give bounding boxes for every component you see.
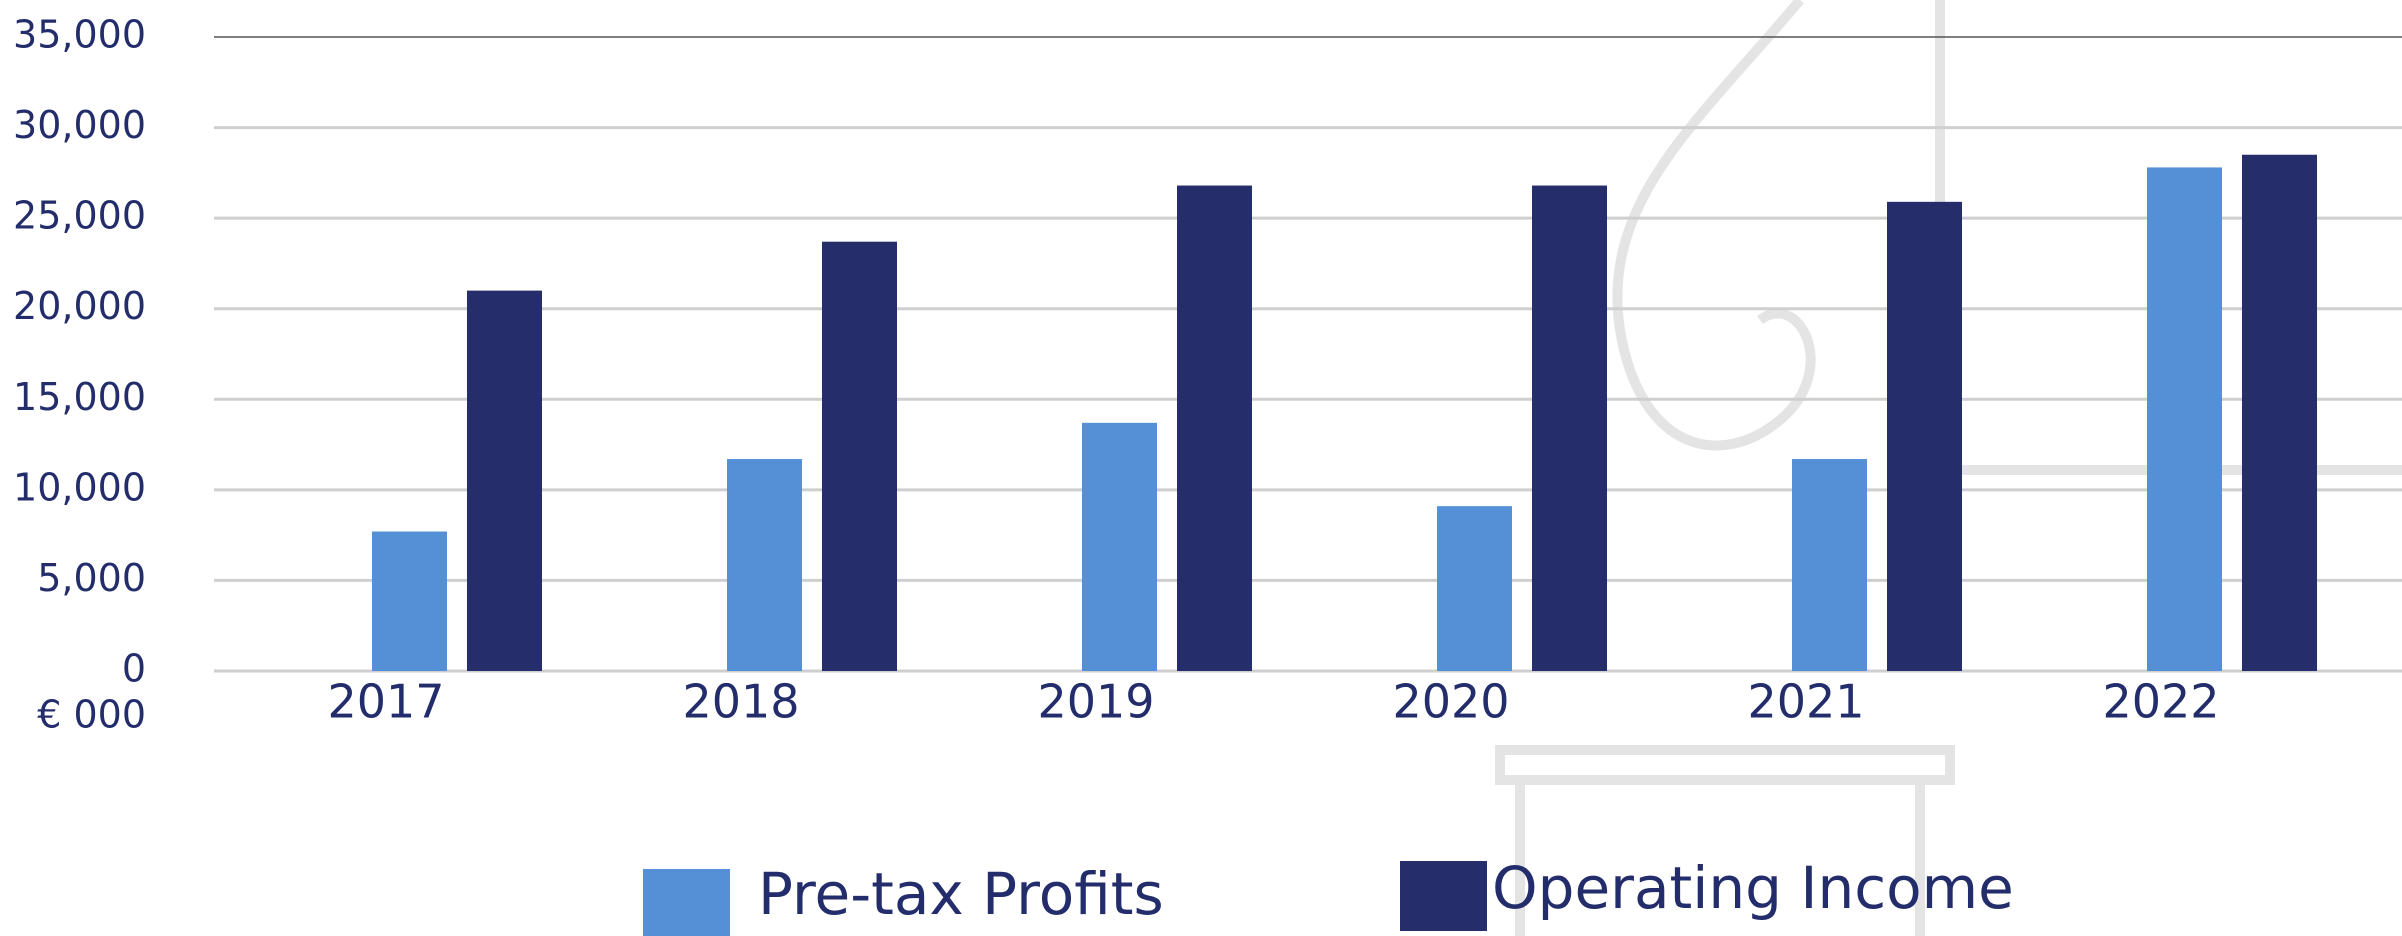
x-tick-label: 2020 [1392,675,1509,729]
chart: € 000 0 5,000 10,000 15,000 20,000 25,000 30,0… [0,0,2402,936]
y-tick-label: 30,000 [13,103,146,147]
bar [822,242,897,671]
page: € 000 0 5,000 10,000 15,000 20,000 25,000 30,0… [0,0,2402,936]
legend-swatch [643,869,730,936]
y-axis-label: € 000 [37,693,146,737]
x-tick-label: 2017 [327,675,444,729]
legend-swatch [1400,861,1487,931]
y-tick-label: 15,000 [13,375,146,419]
x-tick-label: 2021 [1747,675,1864,729]
bar [1792,459,1867,671]
bar [1177,186,1252,671]
legend-label: Operating Income [1492,854,2014,922]
bar [2242,155,2317,671]
x-tick-label: 2018 [682,675,799,729]
y-tick-label: 5,000 [37,556,146,600]
legend-label: Pre-tax Profits [758,860,1164,928]
y-tick-label: 35,000 [13,13,146,57]
bar [467,291,542,671]
bar [1887,202,1962,671]
bar [372,532,447,671]
bar [1082,423,1157,671]
bar [1437,506,1512,671]
x-tick-label: 2022 [2102,675,2219,729]
x-tick-label: 2019 [1037,675,1154,729]
y-tick-label: 25,000 [13,194,146,238]
y-tick-label: 10,000 [13,465,146,509]
bar [2147,167,2222,671]
y-tick-label: 20,000 [13,284,146,328]
bar [1532,186,1607,671]
bar [727,459,802,671]
y-tick-label: 0 [122,647,146,691]
